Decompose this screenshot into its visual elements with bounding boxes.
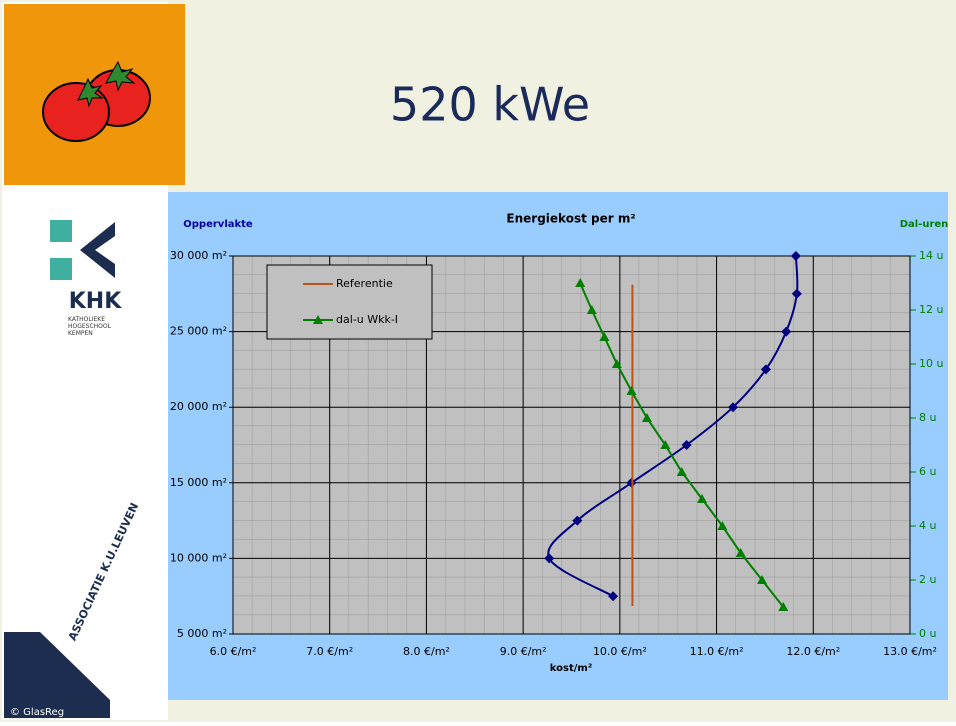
- y-tick-label: 10 000 m²: [170, 551, 227, 564]
- y2-tick-label: 10 u: [919, 357, 943, 370]
- diamond-marker: [791, 288, 802, 299]
- x-tick-label: 7.0 €/m²: [306, 645, 353, 658]
- triangle-marker: [641, 413, 652, 422]
- y-tick-label: 30 000 m²: [170, 249, 227, 262]
- x-tick-label: 12.0 €/m²: [786, 645, 840, 658]
- y-axis-title: Oppervlakte: [183, 219, 253, 230]
- corner-shape: [4, 632, 110, 718]
- y2-tick-label: 14 u: [919, 249, 943, 262]
- triangle-marker: [676, 467, 687, 476]
- triangle-marker: [313, 315, 323, 324]
- khk-subtext: KATHOLIEKE HOGESCHOOL KEMPEN: [68, 316, 111, 337]
- diamond-marker: [608, 591, 619, 602]
- x-tick-label: 10.0 €/m²: [593, 645, 647, 658]
- x-tick-label: 8.0 €/m²: [403, 645, 450, 658]
- y-tick-label: 25 000 m²: [170, 325, 227, 338]
- x-tick-label: 9.0 €/m²: [500, 645, 547, 658]
- copyright: © GlasReg: [10, 707, 64, 718]
- y-tick-label: 20 000 m²: [170, 400, 227, 413]
- triangle-marker: [626, 386, 637, 395]
- x-tick-label: 13.0 €/m²: [883, 645, 937, 658]
- y2-tick-label: 0 u: [919, 627, 936, 640]
- triangle-marker: [735, 548, 746, 557]
- diamond-marker: [760, 364, 771, 375]
- diamond-marker: [572, 515, 583, 526]
- y2-axis-title: Dal-uren: [900, 219, 949, 230]
- triangle-marker: [599, 332, 610, 341]
- slide-title: 520 kWe: [390, 78, 590, 132]
- y2-tick-label: 2 u: [919, 573, 936, 586]
- triangle-marker: [717, 521, 728, 530]
- y-tick-label: 15 000 m²: [170, 476, 227, 489]
- triangle-marker: [586, 305, 597, 314]
- legend-label: Referentie: [336, 277, 393, 290]
- triangle-marker: [575, 278, 586, 287]
- series-line: [547, 255, 799, 598]
- khk-text: KHK: [69, 289, 122, 314]
- diamond-marker: [544, 553, 555, 564]
- diamond-marker: [728, 402, 739, 413]
- triangle-marker: [778, 602, 789, 611]
- khk-logo: KHK KATHOLIEKE HOGESCHOOL KEMPEN: [50, 220, 122, 337]
- diamond-marker: [790, 251, 801, 261]
- triangle-marker: [697, 494, 708, 503]
- legend-label: dal-u Wkk-I: [336, 313, 398, 326]
- y-tick-label: 5 000 m²: [177, 627, 227, 640]
- triangle-marker: [660, 440, 671, 449]
- chart-title: Energiekost per m²: [506, 212, 635, 226]
- y2-tick-label: 6 u: [919, 465, 936, 478]
- tomato-icon: [42, 60, 151, 142]
- triangle-marker: [757, 575, 768, 584]
- diamond-marker: [781, 326, 792, 337]
- triangle-marker: [611, 359, 622, 368]
- y2-tick-label: 12 u: [919, 303, 943, 316]
- legend-box: [266, 264, 433, 340]
- x-tick-label: 11.0 €/m²: [690, 645, 744, 658]
- y2-tick-label: 4 u: [919, 519, 936, 532]
- x-tick-label: 6.0 €/m²: [210, 645, 257, 658]
- y2-tick-label: 8 u: [919, 411, 936, 424]
- x-axis-title: kost/m²: [550, 663, 592, 674]
- diamond-marker: [681, 440, 692, 450]
- plot-border: [232, 255, 911, 635]
